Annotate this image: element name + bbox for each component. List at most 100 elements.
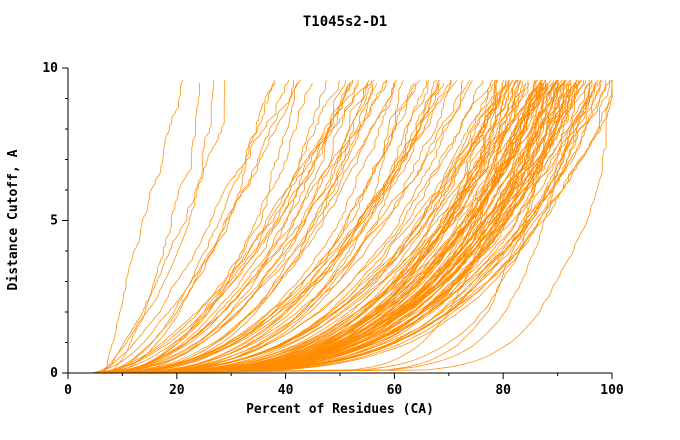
model-curve — [98, 79, 421, 374]
model-curve — [97, 83, 298, 374]
model-curve — [104, 83, 571, 374]
model-curve — [92, 80, 558, 374]
model-curve — [101, 83, 497, 374]
model-curve — [90, 83, 597, 374]
x-tick-label: 100 — [600, 383, 624, 398]
model-curve — [94, 80, 359, 374]
x-tick-label: 0 — [64, 383, 72, 398]
model-curve — [95, 83, 599, 374]
model-curve — [111, 79, 538, 374]
model-curve — [91, 80, 541, 374]
model-curves — [90, 79, 613, 374]
model-curve — [95, 80, 451, 374]
model-curve — [94, 79, 440, 374]
model-curve — [99, 79, 593, 374]
model-curve — [90, 83, 358, 374]
model-curve — [105, 79, 375, 374]
model-curve — [97, 83, 374, 374]
model-curve — [109, 80, 484, 374]
model-curve — [106, 83, 200, 374]
x-tick-label: 20 — [169, 383, 185, 398]
model-curve — [99, 83, 351, 374]
y-axis-label: Distance Cutoff, A — [6, 149, 21, 290]
model-curve — [108, 80, 473, 374]
model-curve — [93, 79, 398, 374]
model-curve — [97, 83, 597, 374]
y-tick-label: 5 — [50, 214, 58, 229]
model-curve — [93, 80, 523, 374]
x-tick-label: 60 — [387, 383, 403, 398]
model-curve — [100, 80, 613, 374]
model-curve — [100, 79, 471, 374]
model-curve — [90, 79, 354, 374]
model-curve — [92, 79, 493, 374]
model-curve — [111, 83, 491, 374]
model-curve — [91, 80, 294, 374]
model-curve — [108, 80, 509, 374]
model-curve — [104, 79, 458, 374]
model-curve — [107, 80, 591, 374]
model-curve — [104, 79, 560, 374]
model-curve — [92, 80, 610, 374]
model-curve — [92, 83, 590, 374]
model-curve — [105, 79, 566, 374]
model-curve — [100, 83, 369, 374]
model-curve — [105, 83, 377, 374]
model-curve — [109, 80, 578, 374]
model-curve — [108, 83, 276, 374]
model-curve — [94, 80, 214, 374]
model-curve — [90, 83, 571, 374]
model-curve — [111, 80, 607, 374]
model-curve — [95, 80, 452, 374]
model-curve — [93, 79, 542, 374]
model-curve — [103, 80, 516, 374]
model-curve — [109, 80, 427, 374]
model-curve — [96, 79, 387, 374]
model-curve — [110, 80, 613, 374]
model-curve — [104, 83, 543, 374]
model-curve — [103, 80, 184, 374]
model-curve — [99, 80, 496, 374]
model-curve — [108, 80, 327, 374]
model-curve — [99, 79, 517, 374]
model-curve — [102, 80, 430, 374]
model-curve — [107, 80, 559, 374]
model-curve — [101, 83, 313, 374]
model-curve — [106, 80, 520, 374]
x-axis-label: Percent of Residues (CA) — [246, 402, 434, 417]
model-curve — [104, 83, 416, 374]
model-curve — [105, 83, 507, 374]
model-curve — [100, 80, 226, 374]
model-curve — [101, 80, 544, 374]
y-tick-label: 10 — [42, 61, 58, 76]
model-curve — [94, 83, 554, 374]
model-curve — [94, 79, 514, 374]
y-tick-label: 0 — [50, 366, 58, 381]
model-curve — [93, 83, 445, 374]
model-curve — [95, 80, 290, 374]
model-curve — [111, 83, 576, 374]
model-curve — [102, 80, 388, 374]
x-tick-label: 40 — [278, 383, 294, 398]
model-curve — [97, 80, 507, 374]
model-curve — [90, 83, 590, 374]
model-curve — [90, 83, 396, 374]
model-curve — [90, 80, 558, 374]
x-tick-label: 80 — [495, 383, 511, 398]
model-curve — [95, 80, 372, 374]
chart-title: T1045s2-D1 — [303, 14, 387, 30]
model-curve — [106, 79, 302, 374]
model-curve — [95, 80, 340, 374]
model-curve — [98, 79, 499, 374]
model-curve — [107, 80, 276, 374]
model-curve — [101, 79, 552, 374]
axes: 0 20 40 60 80 100 0 5 10 — [42, 61, 624, 398]
model-curve — [91, 83, 511, 374]
model-curve — [92, 80, 404, 374]
model-curve — [91, 83, 559, 374]
model-curve — [103, 80, 464, 374]
model-curve — [90, 83, 553, 374]
model-curve — [95, 79, 370, 374]
